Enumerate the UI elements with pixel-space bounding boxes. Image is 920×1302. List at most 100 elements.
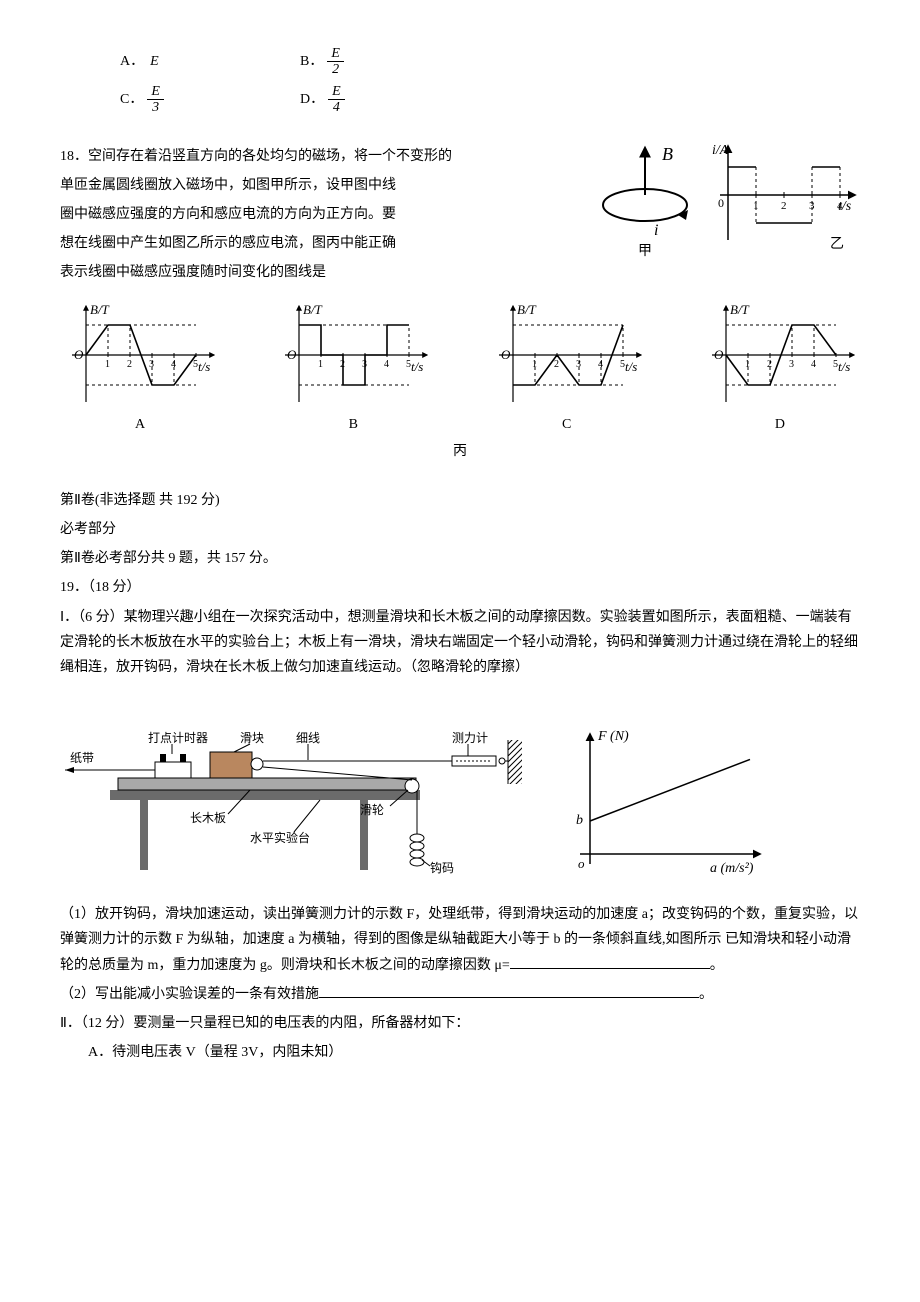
q19-sub2-period: 。 — [699, 987, 713, 1002]
panel-D: B/Tt/sO12345D — [700, 300, 860, 437]
svg-text:O: O — [501, 347, 511, 362]
svg-text:0: 0 — [718, 196, 724, 210]
Fa-xlabel: a (m/s²) — [710, 861, 754, 876]
q19-sub2-prefix: （2） — [60, 987, 95, 1002]
option-A: A． E — [120, 46, 300, 78]
option-B-label: B． — [300, 49, 323, 74]
q19-sub1-period: 。 — [710, 958, 724, 973]
fig-bing-label: 丙 — [60, 439, 860, 464]
svg-text:t/s: t/s — [411, 359, 423, 374]
Fa-origin: o — [578, 856, 585, 871]
svg-text:t/s: t/s — [838, 359, 850, 374]
svg-text:B/T: B/T — [303, 302, 323, 317]
option-B-num: E — [327, 46, 344, 62]
svg-text:O: O — [287, 347, 297, 362]
panel-label-B: B — [273, 412, 433, 437]
q18-line0: 18．空间存在着沿竖直方向的各处均匀的磁场，将一个不变形的 — [60, 144, 580, 169]
q19-I: Ⅰ．（6 分）某物理兴趣小组在一次探究活动中，想测量滑块和长木板之间的动摩擦因数… — [60, 605, 860, 681]
option-D-den: 4 — [329, 100, 344, 115]
q19-head: 19．（18 分） — [60, 575, 860, 600]
svg-text:2: 2 — [781, 200, 787, 212]
q18-stem: 18．空间存在着沿竖直方向的各处均匀的磁场，将一个不变形的 单匝金属圆线圈放入磁… — [60, 140, 580, 290]
Fa-ylabel: F (N) — [597, 729, 629, 744]
panel-A: B/Tt/sO12345A — [60, 300, 220, 437]
svg-text:B/T: B/T — [730, 302, 750, 317]
svg-text:O: O — [74, 347, 84, 362]
svg-text:O: O — [714, 347, 724, 362]
required-heading: 必考部分 — [60, 517, 860, 542]
q19-number: 19． — [60, 580, 88, 595]
q19-II-A-label: A． — [88, 1045, 112, 1060]
svg-text:B/T: B/T — [517, 302, 537, 317]
lbl-weights: 钩码 — [430, 861, 454, 875]
svg-text:3: 3 — [789, 359, 794, 370]
q19-sub2-text: 写出能减小实验误差的一条有效措施 — [95, 987, 319, 1002]
panel-B: B/Tt/sO12345B — [273, 300, 433, 437]
svg-text:2: 2 — [127, 359, 132, 370]
lbl-tape: 纸带 — [70, 751, 94, 765]
q19-II-itemA: A．待测电压表 V（量程 3V，内阻未知） — [88, 1040, 860, 1065]
q19-I-text: 某物理兴趣小组在一次探究活动中，想测量滑块和长木板之间的动摩擦因数。实验装置如图… — [60, 610, 858, 675]
q18-l1: 单匝金属圆线圈放入磁场中，如图甲所示，设甲图中线 — [60, 173, 580, 198]
option-D: D． E 4 — [300, 84, 480, 116]
q18-fig-jia: B i 甲 — [590, 140, 700, 260]
blank-mu[interactable] — [510, 954, 710, 969]
option-D-label: D． — [300, 87, 324, 112]
q17-options: A． E B． E 2 C． E 3 D． E 4 — [60, 46, 860, 116]
lbl-string: 细线 — [296, 731, 320, 745]
slider — [210, 752, 252, 778]
timer — [155, 762, 191, 778]
q19-score: （18 分） — [88, 580, 141, 595]
part2-heading: 第Ⅱ卷(非选择题 共 192 分) — [60, 488, 860, 513]
section-headings: 第Ⅱ卷(非选择题 共 192 分) 必考部分 第Ⅱ卷必考部分共 9 题，共 15… — [60, 488, 860, 572]
Fa-intercept: b — [576, 813, 583, 828]
panel-label-A: A — [60, 412, 220, 437]
option-C-num: E — [147, 84, 164, 100]
panel-label-D: D — [700, 412, 860, 437]
q19-figures: 纸带 打点计时器 滑块 细线 测力计 滑轮 长木板 水平实验台 钩码 — [60, 694, 860, 884]
svg-text:5: 5 — [833, 359, 838, 370]
lbl-dyn: 测力计 — [452, 731, 488, 745]
option-C-label: C． — [120, 87, 143, 112]
q18-l0: 空间存在着沿竖直方向的各处均匀的磁场，将一个不变形的 — [88, 149, 452, 164]
option-D-frac: E 4 — [328, 84, 345, 116]
q19-II-heading: Ⅱ．（12 分） — [60, 1016, 133, 1031]
svg-text:4: 4 — [384, 359, 389, 370]
svg-text:5: 5 — [193, 359, 198, 370]
lbl-timer: 打点计时器 — [148, 731, 208, 745]
q19-sub1-text: 放开钩码，滑块加速运动，读出弹簧测力计的示数 F，处理纸带，得到滑块运动的加速度… — [60, 907, 858, 972]
svg-text:1: 1 — [318, 359, 323, 370]
svg-text:5: 5 — [406, 359, 411, 370]
blank-measure[interactable] — [319, 983, 699, 998]
current-graph-svg: i/A t/s 0 1234 乙 — [710, 140, 860, 260]
svg-text:4: 4 — [837, 200, 843, 212]
options-row-1: A． E B． E 2 — [120, 46, 860, 78]
cg-ylabel: i/A — [712, 143, 729, 158]
svg-text:B/T: B/T — [90, 302, 110, 317]
q19-I-heading: Ⅰ．（6 分） — [60, 610, 124, 625]
fig-yi-label: 乙 — [830, 236, 844, 252]
q18-l2: 圈中磁感应强度的方向和感应电流的方向为正方向。要 — [60, 202, 580, 227]
option-B: B． E 2 — [300, 46, 480, 78]
weights — [410, 834, 424, 866]
option-D-num: E — [328, 84, 345, 100]
svg-text:5: 5 — [620, 359, 625, 370]
lbl-board: 长木板 — [190, 811, 226, 825]
option-C: C． E 3 — [120, 84, 300, 116]
q18-l4: 表示线圈中磁感应强度随时间变化的图线是 — [60, 260, 580, 285]
lbl-pulley: 滑轮 — [360, 803, 384, 817]
svg-text:t/s: t/s — [198, 359, 210, 374]
table-top — [110, 790, 420, 800]
q18-stem-row: 18．空间存在着沿竖直方向的各处均匀的磁场，将一个不变形的 单匝金属圆线圈放入磁… — [60, 140, 860, 290]
q19-II-text: 要测量一只量程已知的电压表的内阻，所备器材如下： — [133, 1016, 469, 1031]
apparatus-svg: 纸带 打点计时器 滑块 细线 测力计 滑轮 长木板 水平实验台 钩码 — [60, 694, 540, 884]
lbl-table: 水平实验台 — [250, 830, 310, 845]
q19-II-A-text: 待测电压表 V（量程 3V，内阻未知） — [112, 1045, 342, 1060]
q18: 18．空间存在着沿竖直方向的各处均匀的磁场，将一个不变形的 单匝金属圆线圈放入磁… — [60, 140, 860, 464]
svg-text:4: 4 — [811, 359, 816, 370]
svg-text:t/s: t/s — [625, 359, 637, 374]
coil-svg: B i 甲 — [590, 140, 700, 260]
option-B-frac: E 2 — [327, 46, 344, 78]
option-A-text: E — [150, 49, 159, 74]
q18-panels: B/Tt/sO12345AB/Tt/sO12345BB/Tt/sO12345CB… — [60, 300, 860, 437]
